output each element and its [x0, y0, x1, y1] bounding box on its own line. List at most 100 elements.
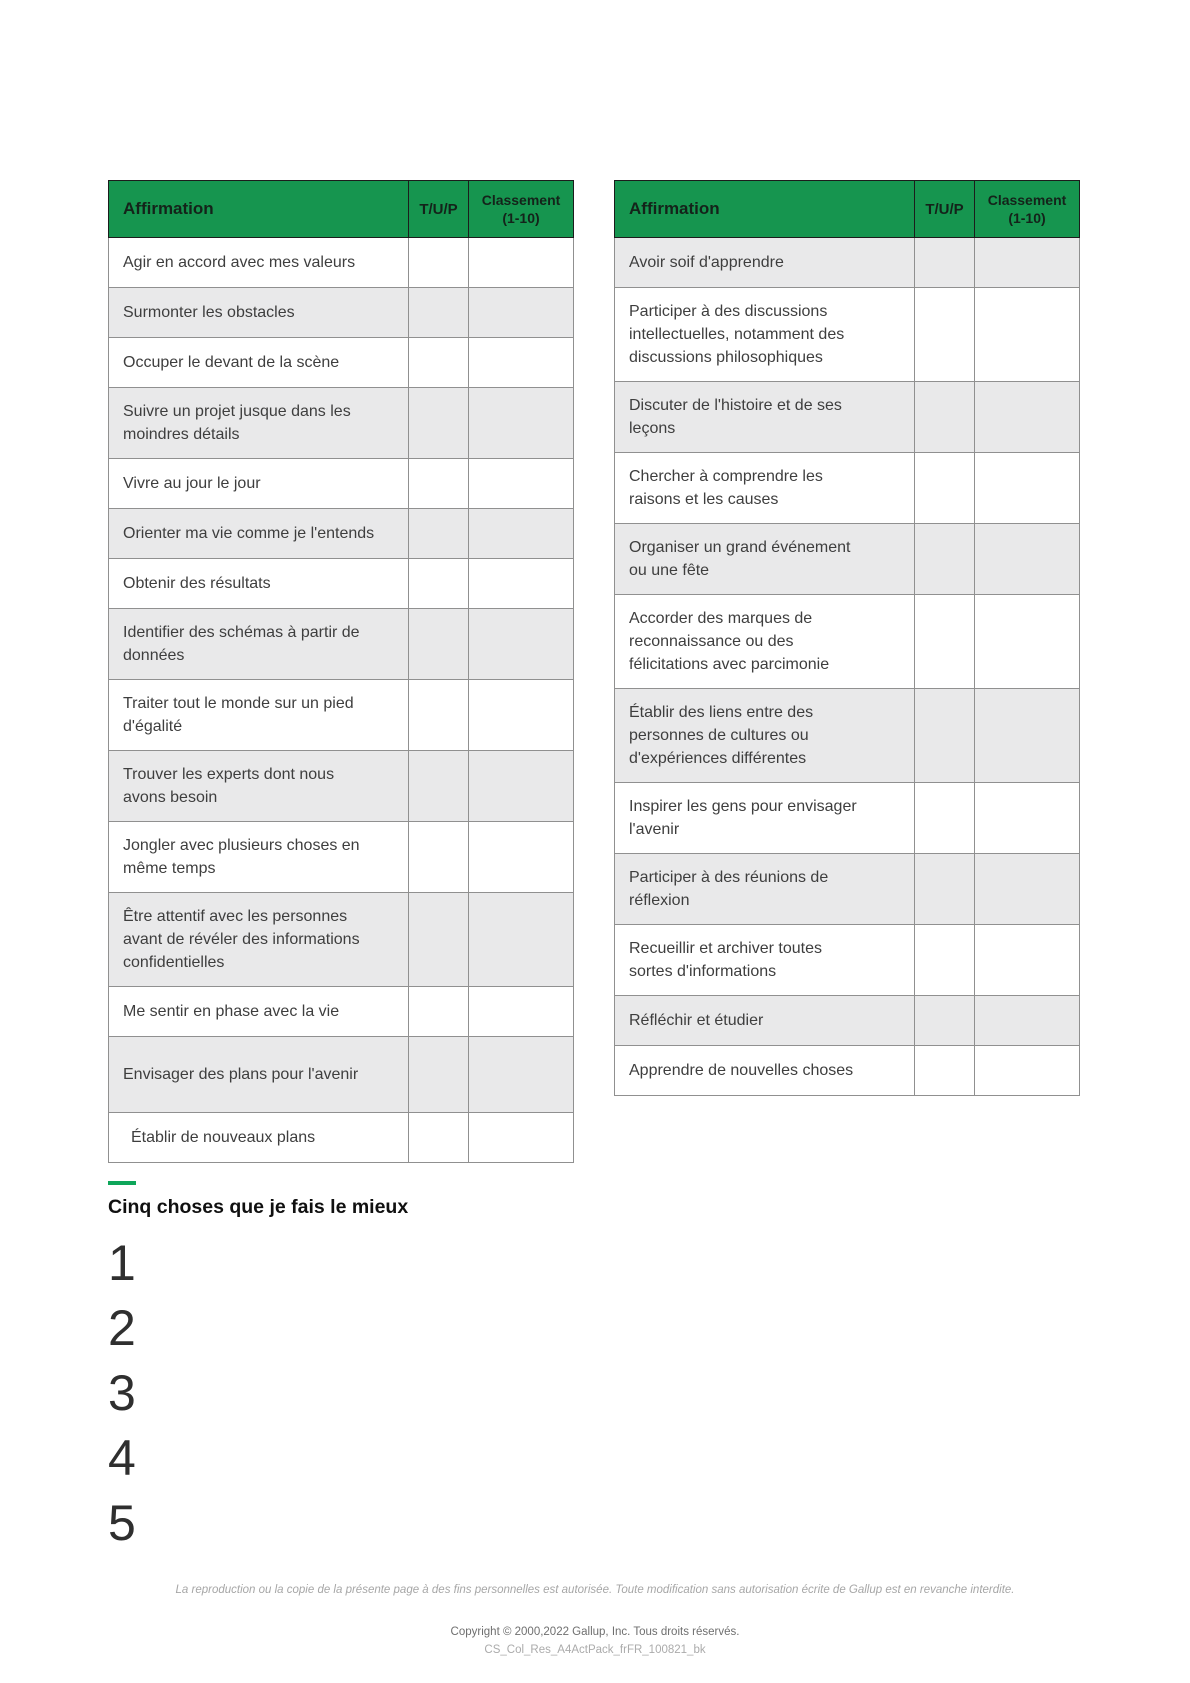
best-five-line-4[interactable]: 4	[108, 1430, 608, 1495]
classement-input-cell[interactable]	[468, 608, 574, 680]
classement-input-cell[interactable]	[468, 337, 574, 388]
classement-label-line1: Classement	[481, 192, 561, 208]
table-row: Établir de nouveaux plans	[108, 1112, 574, 1163]
table-header-row: Affirmation T/U/P Classement (1-10)	[614, 180, 1080, 238]
tup-input-cell[interactable]	[408, 387, 469, 459]
table-row: Identifier des schémas à partir de donné…	[108, 608, 574, 680]
copyright-text: Copyright © 2000,2022 Gallup, Inc. Tous …	[450, 1626, 740, 1638]
table-row: Recueillir et archiver toutes sortes d'i…	[614, 924, 1080, 996]
column-header-affirmation: Affirmation	[108, 180, 409, 238]
best-five-line-1[interactable]: 1	[108, 1235, 608, 1300]
table-row: Organiser un grand événement ou une fête	[614, 523, 1080, 595]
column-header-affirmation: Affirmation	[614, 180, 915, 238]
line-number: 2	[108, 1300, 136, 1356]
classement-input-cell[interactable]	[974, 237, 1080, 288]
tup-input-cell[interactable]	[914, 782, 975, 854]
affirmation-text: Recueillir et archiver toutes sortes d'i…	[614, 924, 915, 996]
affirmation-text: Trouver les experts dont nous avons beso…	[108, 750, 409, 822]
table-row: Discuter de l'histoire et de ses leçons	[614, 381, 1080, 453]
classement-input-cell[interactable]	[468, 287, 574, 338]
tup-input-cell[interactable]	[914, 452, 975, 524]
affirmation-text: Organiser un grand événement ou une fête	[614, 523, 915, 595]
tup-input-cell[interactable]	[408, 458, 469, 509]
affirmation-table-left: Affirmation T/U/P Classement (1-10) Agir…	[108, 180, 574, 1163]
tup-input-cell[interactable]	[408, 892, 469, 987]
classement-input-cell[interactable]	[468, 821, 574, 893]
best-five-line-2[interactable]: 2	[108, 1300, 608, 1365]
classement-input-cell[interactable]	[468, 750, 574, 822]
best-five-line-3[interactable]: 3	[108, 1365, 608, 1430]
affirmation-table-right: Affirmation T/U/P Classement (1-10) Avoi…	[614, 180, 1080, 1096]
affirmation-text: Jongler avec plusieurs choses en même te…	[108, 821, 409, 893]
classement-input-cell[interactable]	[468, 558, 574, 609]
classement-input-cell[interactable]	[974, 523, 1080, 595]
classement-input-cell[interactable]	[974, 594, 1080, 689]
affirmation-text: Accorder des marques de reconnaissance o…	[614, 594, 915, 689]
best-five-list: 1 2 3 4 5	[108, 1235, 608, 1560]
tup-input-cell[interactable]	[408, 558, 469, 609]
classement-input-cell[interactable]	[974, 924, 1080, 996]
classement-input-cell[interactable]	[974, 452, 1080, 524]
table-row: Jongler avec plusieurs choses en même te…	[108, 821, 574, 893]
tup-input-cell[interactable]	[914, 924, 975, 996]
tup-input-cell[interactable]	[408, 821, 469, 893]
affirmation-text: Traiter tout le monde sur un pied d'égal…	[108, 679, 409, 751]
best-five-title: Cinq choses que je fais le mieux	[108, 1196, 409, 1218]
classement-input-cell[interactable]	[468, 237, 574, 288]
tup-input-cell[interactable]	[914, 523, 975, 595]
classement-input-cell[interactable]	[468, 1112, 574, 1163]
table-row: Inspirer les gens pour envisager l'aveni…	[614, 782, 1080, 854]
affirmation-text: Discuter de l'histoire et de ses leçons	[614, 381, 915, 453]
tup-input-cell[interactable]	[408, 237, 469, 288]
tup-input-cell[interactable]	[408, 750, 469, 822]
affirmation-text: Obtenir des résultats	[108, 558, 409, 609]
reproduction-notice: La reproduction ou la copie de la présen…	[175, 1584, 1015, 1596]
tup-input-cell[interactable]	[408, 287, 469, 338]
classement-input-cell[interactable]	[974, 782, 1080, 854]
best-five-line-5[interactable]: 5	[108, 1495, 608, 1560]
classement-input-cell[interactable]	[974, 995, 1080, 1046]
classement-input-cell[interactable]	[468, 1036, 574, 1113]
classement-input-cell[interactable]	[468, 892, 574, 987]
affirmation-text: Me sentir en phase avec la vie	[108, 986, 409, 1037]
affirmation-text: Envisager des plans pour l'avenir	[108, 1036, 409, 1113]
tup-input-cell[interactable]	[914, 594, 975, 689]
tup-input-cell[interactable]	[408, 337, 469, 388]
classement-input-cell[interactable]	[974, 1045, 1080, 1096]
affirmation-text: Occuper le devant de la scène	[108, 337, 409, 388]
tup-input-cell[interactable]	[408, 986, 469, 1037]
affirmation-text: Identifier des schémas à partir de donné…	[108, 608, 409, 680]
column-header-tup: T/U/P	[914, 180, 975, 238]
classement-input-cell[interactable]	[974, 381, 1080, 453]
tup-input-cell[interactable]	[408, 679, 469, 751]
tup-input-cell[interactable]	[408, 608, 469, 680]
tup-input-cell[interactable]	[914, 287, 975, 382]
classement-input-cell[interactable]	[468, 508, 574, 559]
table-row: Trouver les experts dont nous avons beso…	[108, 750, 574, 822]
classement-input-cell[interactable]	[974, 287, 1080, 382]
affirmation-tables: Affirmation T/U/P Classement (1-10) Agir…	[108, 180, 1080, 1163]
table-header-row: Affirmation T/U/P Classement (1-10)	[108, 180, 574, 238]
tup-input-cell[interactable]	[408, 508, 469, 559]
classement-input-cell[interactable]	[468, 387, 574, 459]
tup-input-cell[interactable]	[914, 237, 975, 288]
tup-input-cell[interactable]	[914, 688, 975, 783]
tup-input-cell[interactable]	[408, 1036, 469, 1113]
classement-input-cell[interactable]	[974, 688, 1080, 783]
table-row: Vivre au jour le jour	[108, 458, 574, 509]
tup-input-cell[interactable]	[914, 853, 975, 925]
tup-input-cell[interactable]	[914, 995, 975, 1046]
classement-input-cell[interactable]	[468, 458, 574, 509]
classement-input-cell[interactable]	[974, 853, 1080, 925]
tup-input-cell[interactable]	[408, 1112, 469, 1163]
green-dash-accent	[108, 1181, 136, 1185]
tup-input-cell[interactable]	[914, 1045, 975, 1096]
classement-input-cell[interactable]	[468, 679, 574, 751]
tup-input-cell[interactable]	[914, 381, 975, 453]
table-row: Participer à des discussions intellectue…	[614, 287, 1080, 382]
classement-label-line2: (1-10)	[1008, 210, 1046, 226]
classement-input-cell[interactable]	[468, 986, 574, 1037]
table-row: Réfléchir et étudier	[614, 995, 1080, 1046]
line-number: 1	[108, 1235, 136, 1291]
table-row: Traiter tout le monde sur un pied d'égal…	[108, 679, 574, 751]
